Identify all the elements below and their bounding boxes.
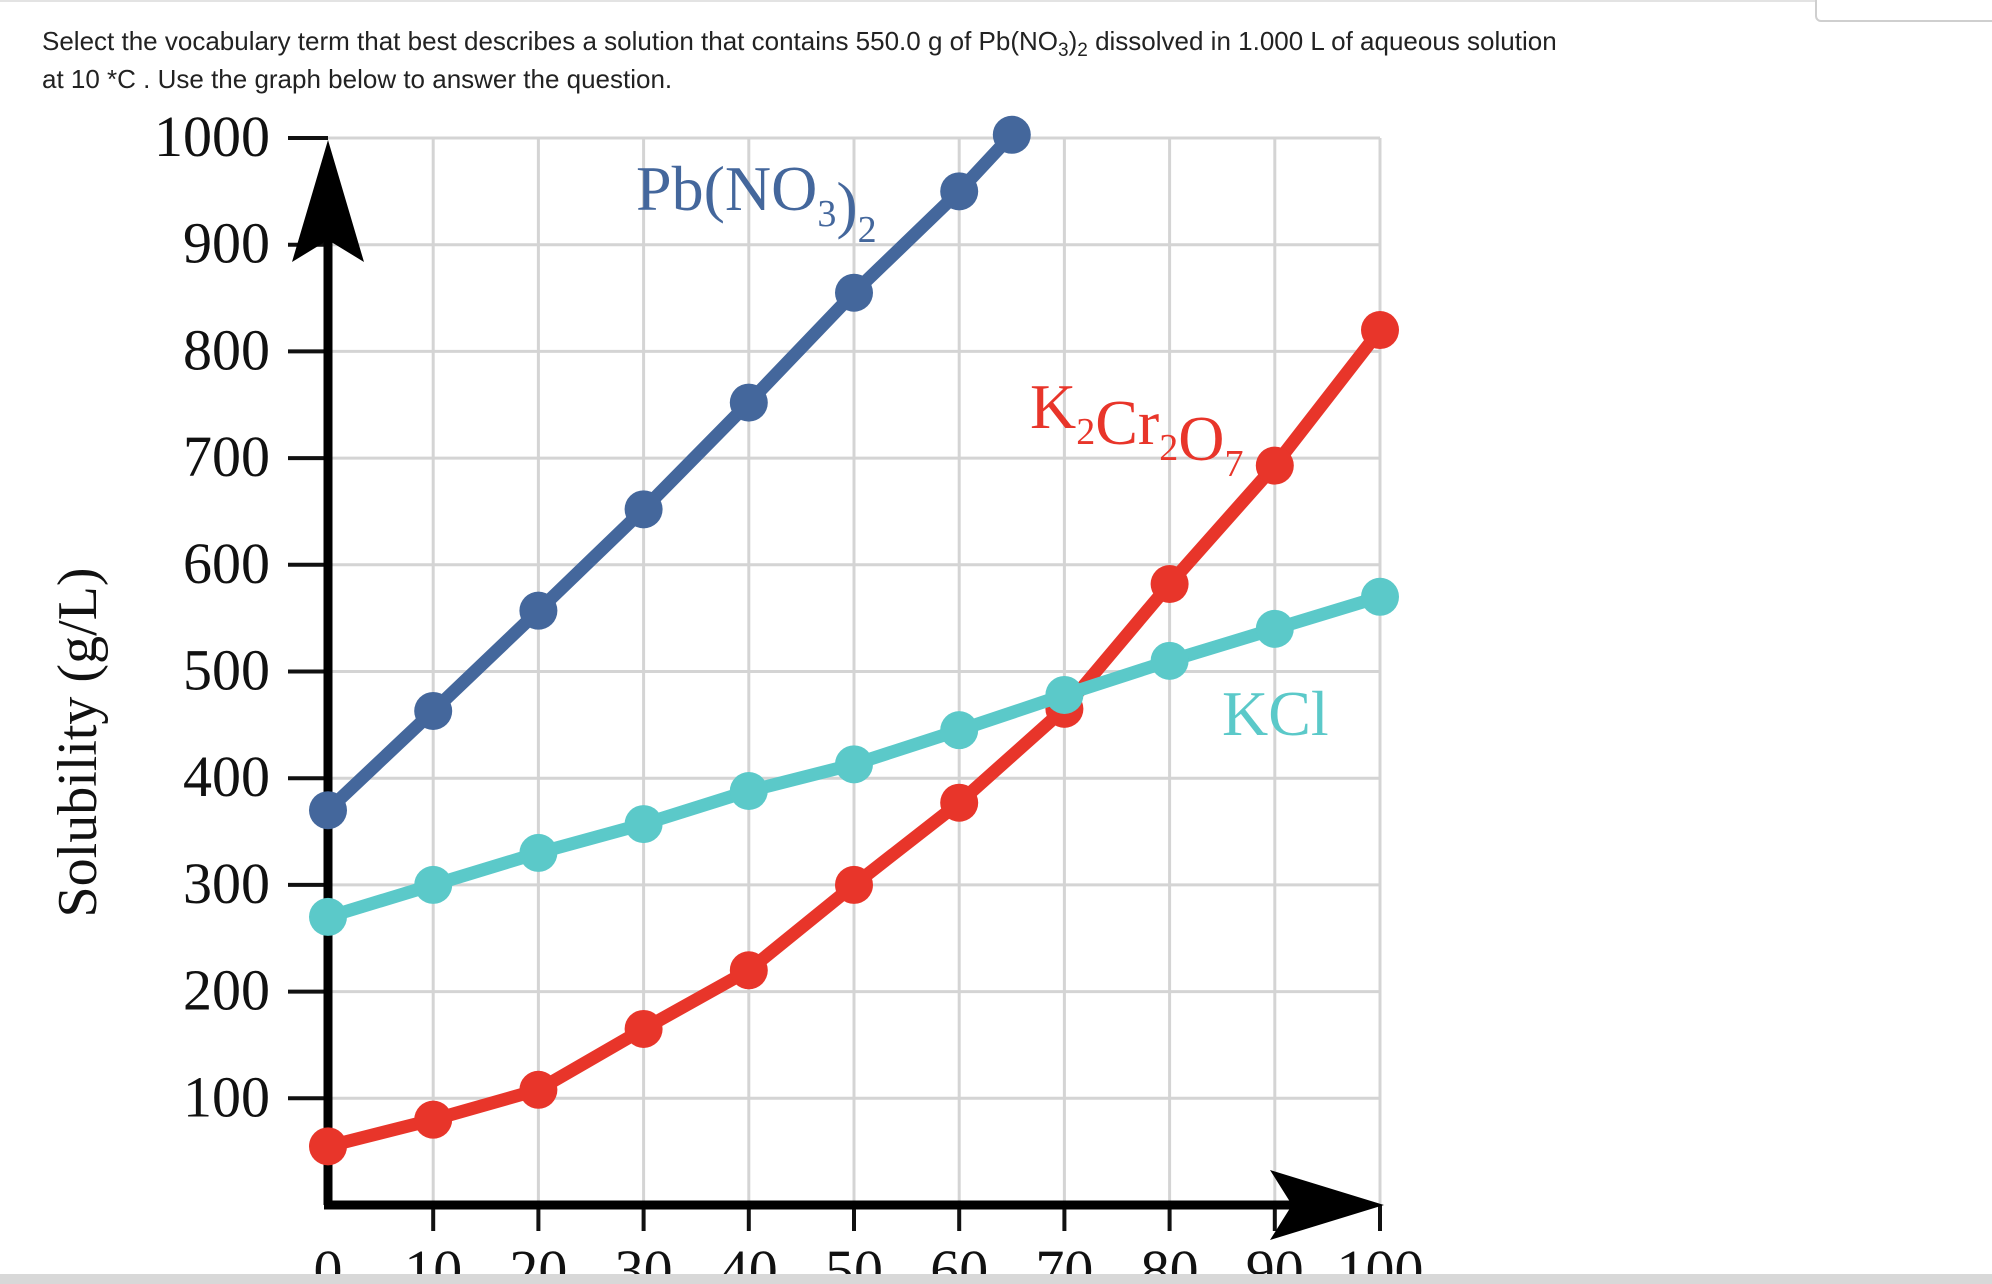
- point-pbno32-30: [624, 490, 663, 529]
- point-pbno32-60: [940, 172, 979, 211]
- point-kcl-10: [414, 865, 453, 904]
- point-k2cr2o7-80: [1150, 565, 1189, 604]
- series-line-pbno32: [321, 128, 1019, 817]
- y-tick-label-600: 600: [183, 531, 270, 596]
- y-tick-label-1000: 1000: [154, 104, 270, 169]
- point-pbno32-50: [835, 273, 873, 312]
- y-tick-label-800: 800: [183, 317, 270, 382]
- point-k2cr2o7-20: [519, 1070, 558, 1109]
- point-kcl-20: [519, 833, 558, 872]
- question-text: Select the vocabulary term that best des…: [42, 22, 1842, 98]
- point-k2cr2o7-50: [835, 865, 873, 904]
- x-axis-arrow: [1270, 1170, 1384, 1240]
- point-pbno32-40: [729, 383, 768, 422]
- y-tick-label-900: 900: [183, 211, 270, 276]
- point-pbno32-65: [992, 115, 1031, 154]
- point-k2cr2o7-0: [309, 1127, 347, 1166]
- point-k2cr2o7-30: [624, 1009, 663, 1048]
- y-axis-title: Solubility (g/L): [47, 568, 109, 918]
- point-kcl-80: [1150, 641, 1189, 680]
- question-line-1: Select the vocabulary term that best des…: [42, 26, 1557, 61]
- point-k2cr2o7-40: [729, 951, 768, 990]
- y-tick-label-500: 500: [183, 638, 270, 703]
- point-kcl-100: [1361, 577, 1399, 616]
- point-k2cr2o7-60: [940, 783, 979, 822]
- point-kcl-60: [940, 711, 979, 750]
- series-label-kcl: KCl: [1222, 678, 1329, 749]
- point-pbno32-20: [519, 591, 558, 630]
- y-axis-arrow: [292, 140, 364, 262]
- series-label-pbno32: Pb(NO3)2: [636, 153, 877, 251]
- point-kcl-70: [1045, 675, 1084, 714]
- point-pbno32-0: [309, 791, 347, 830]
- point-pbno32-10: [414, 691, 453, 730]
- y-tick-label-100: 100: [183, 1064, 270, 1129]
- series-label-k2cr2o7: K2Cr2O7: [1030, 371, 1243, 485]
- point-kcl-0: [309, 897, 347, 936]
- y-tick-label-200: 200: [183, 958, 270, 1023]
- point-kcl-90: [1255, 609, 1294, 648]
- y-tick-label-400: 400: [183, 744, 270, 809]
- y-tick-label-300: 300: [183, 851, 270, 916]
- corner-box: [1815, 0, 1992, 22]
- bottom-scrollbar: [0, 1274, 1992, 1284]
- point-k2cr2o7-90: [1255, 446, 1294, 485]
- top-border: [0, 0, 1992, 2]
- point-kcl-50: [835, 745, 873, 784]
- point-kcl-40: [729, 772, 768, 811]
- point-k2cr2o7-10: [414, 1100, 453, 1139]
- point-kcl-30: [624, 805, 663, 844]
- y-tick-label-700: 700: [183, 424, 270, 489]
- question-line-2: at 10 *C . Use the graph below to answer…: [42, 64, 673, 94]
- point-k2cr2o7-100: [1361, 311, 1399, 350]
